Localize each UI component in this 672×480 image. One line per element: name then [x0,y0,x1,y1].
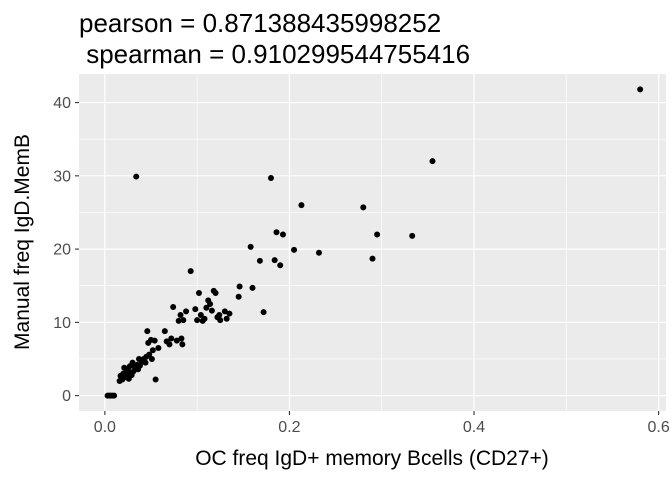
data-point [173,337,180,344]
data-point [409,232,416,239]
x-tick-label: 0.4 [463,419,485,436]
data-point [429,158,436,165]
data-point [166,341,173,348]
data-point [207,301,214,308]
data-point [177,312,184,319]
y-tick-label: 30 [53,168,71,185]
chart-title-spearman: spearman = 0.910299544755416 [79,39,470,69]
data-point [208,307,215,314]
data-point [247,243,254,250]
x-tick-label: 0.0 [94,419,116,436]
data-point [175,317,182,324]
data-point [161,328,168,335]
data-point [212,290,219,297]
data-point [195,290,202,297]
y-axis-title: Manual freq IgD.MemB [11,134,34,350]
data-point [142,359,149,366]
data-point [260,309,267,316]
data-point [178,335,185,342]
data-point [291,246,298,253]
chart-title-pearson: pearson = 0.871388435998252 [79,8,441,38]
data-point [637,86,644,93]
x-axis-ticks: 0.0 0.2 0.4 0.6 [94,411,670,436]
x-tick-label: 0.6 [647,419,669,436]
data-point [170,303,177,310]
data-point [223,315,230,322]
data-point [267,175,274,182]
data-point [315,249,322,256]
data-point [216,312,223,319]
y-axis-ticks: 0 10 20 30 40 [53,95,79,405]
data-point [217,317,224,324]
data-point [194,317,201,324]
data-point [148,355,155,362]
data-point [187,268,194,275]
data-point [155,344,162,351]
plot-panel [79,74,666,411]
minor-gridlines [79,74,666,411]
data-point [151,337,158,344]
x-axis-title: OC freq IgD+ memory Bcells (CD27+) [195,447,549,470]
data-point [133,173,140,180]
x-tick-label: 0.2 [278,419,300,436]
data-point [277,262,284,269]
data-point [111,392,118,399]
data-point [192,306,199,313]
data-point [144,328,151,335]
major-gridlines [79,74,666,411]
data-point [226,310,233,317]
data-point [197,312,204,319]
data-point [221,308,228,315]
y-tick-label: 10 [53,315,71,332]
data-point [360,204,367,211]
data-point [273,229,280,236]
data-point [203,304,210,311]
data-point [168,335,175,342]
data-point [149,347,156,354]
data-point [249,284,256,291]
data-point [374,231,381,238]
y-tick-label: 40 [53,95,71,112]
data-point [236,283,243,290]
data-point [369,255,376,262]
data-point [235,293,242,300]
data-point [256,257,263,264]
data-point [180,317,187,324]
data-point [146,351,153,358]
data-point [298,202,305,209]
data-points [104,86,644,399]
data-point [279,231,286,238]
data-point [183,308,190,315]
data-point [152,376,159,383]
y-tick-label: 20 [53,242,71,259]
data-point [179,341,186,348]
data-point [271,257,278,264]
y-tick-label: 0 [62,388,71,405]
data-point [201,315,208,322]
